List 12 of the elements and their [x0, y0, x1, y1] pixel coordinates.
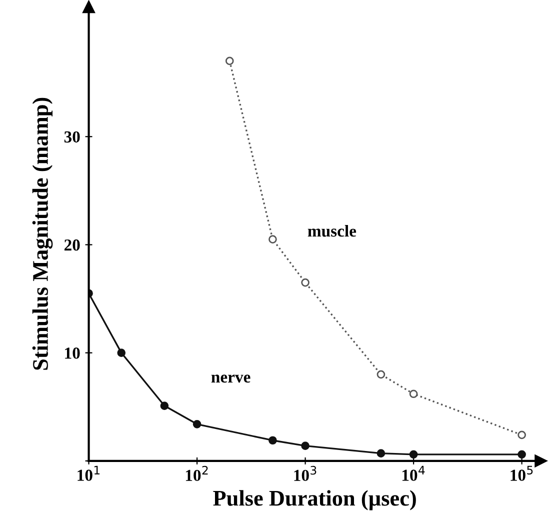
series-label: muscle [308, 224, 356, 237]
y-tick-label: 20 [64, 239, 80, 251]
x-tick-label: 10$^{3}$ [294, 466, 316, 482]
x-tick-label: 10$^{2}$ [186, 466, 208, 482]
text: nerve [211, 374, 250, 383]
x-tick-label: 10$^{4}$ [402, 466, 425, 481]
x-tick-label: 10$^{1}$ [78, 466, 100, 481]
x-axis-title: Pulse Duration (µsec) [213, 490, 416, 510]
y-tick-label: 30 [64, 131, 80, 143]
y-tick-label: 10 [65, 348, 80, 359]
y-axis-title: Stimulus Magnitude (mamp) [32, 98, 53, 370]
x-tick-label: 10$^{5}$ [510, 466, 533, 481]
